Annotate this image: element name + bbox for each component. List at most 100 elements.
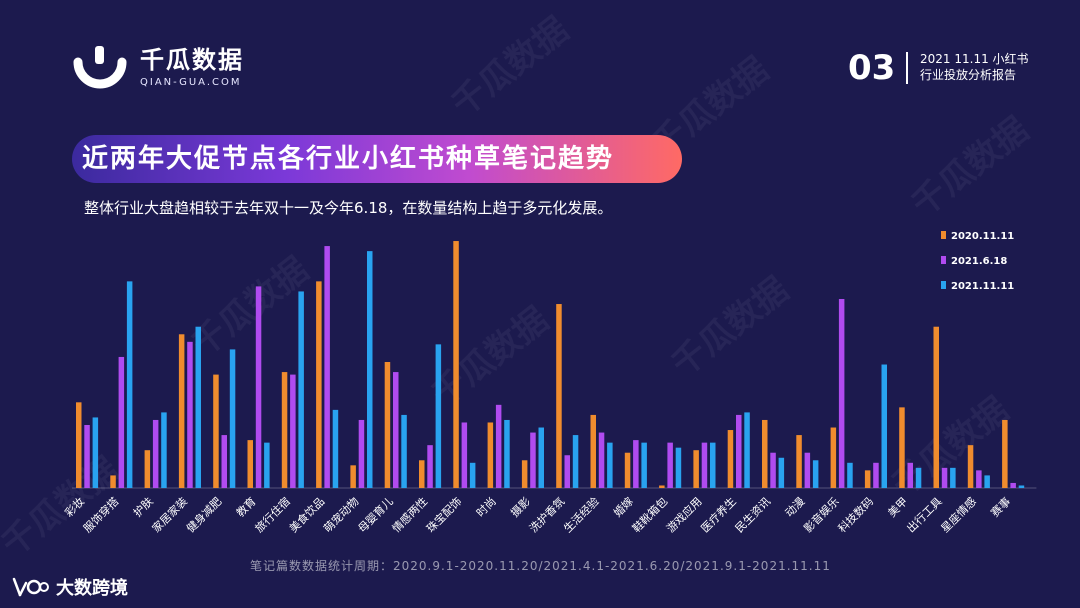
- x-tick-label: 星座情感: [938, 494, 979, 535]
- x-tick-label: 教育: [233, 494, 258, 519]
- bar-2021.6.18-洗护香氛: [564, 455, 570, 488]
- bar-2021.11.11-生活经验: [607, 442, 613, 488]
- bar-2021.6.18-旅行住宿: [290, 374, 296, 488]
- bar-2020.11.11-出行工具: [933, 326, 939, 488]
- bar-2021.11.11-情感两性: [435, 344, 442, 488]
- bar-2021.11.11-民生资讯: [778, 457, 785, 488]
- bar-2021.6.18-美食饮品: [324, 246, 330, 488]
- report-title: 2021 11.11 小红书 行业投放分析报告: [920, 51, 1029, 83]
- bar-2020.11.11-民生资讯: [762, 419, 768, 488]
- bar-2020.11.11-星座情感: [967, 445, 974, 488]
- bar-2021.6.18-生活经验: [598, 432, 605, 488]
- bar-2021.6.18-星座情感: [976, 470, 982, 488]
- bar-2021.11.11-旅行住宿: [298, 291, 304, 488]
- bar-2021.11.11-医疗养生: [744, 412, 750, 488]
- bar-2021.11.11-萌宠动物: [367, 251, 373, 488]
- data-period-footnote: 笔记篇数数据统计周期：2020.9.1-2020.11.20/2021.4.1-…: [250, 559, 831, 573]
- bar-2021.6.18-美甲: [907, 462, 913, 488]
- brand-name: 大数跨境: [56, 578, 128, 599]
- bar-2020.11.11-健身减肥: [213, 374, 219, 488]
- bar-2021.11.11-摄影: [538, 427, 544, 488]
- x-tick-label: 情感两性: [389, 494, 430, 535]
- x-tick-label: 婚嫁: [610, 494, 635, 519]
- page-title: 近两年大促节点各行业小红书种草笔记趋势: [82, 144, 615, 174]
- bar-2021.11.11-健身减肥: [229, 349, 236, 488]
- x-tick-label: 鞋靴箱包: [629, 494, 670, 535]
- x-tick-label: 家居家装: [149, 494, 190, 535]
- legend-swatch: [941, 231, 946, 239]
- logo: 千瓜数据 QIAN-GUA.COM: [72, 44, 244, 90]
- legend-swatch: [941, 281, 946, 289]
- bar-2020.11.11-鞋靴箱包: [659, 485, 665, 488]
- x-tick-label: 彩妆: [62, 495, 87, 520]
- bar-2021.11.11-赛事: [1018, 485, 1025, 488]
- x-tick-label: 科技数码: [835, 494, 876, 535]
- bar-2020.11.11-科技数码: [864, 470, 871, 488]
- bar-2021.6.18-时尚: [495, 404, 502, 488]
- bar-2020.11.11-婚嫁: [624, 452, 631, 488]
- x-tick-label: 生活经验: [561, 494, 602, 535]
- bar-2021.6.18-动漫: [804, 452, 811, 488]
- x-tick-label: 摄影: [508, 494, 533, 519]
- legend-swatch: [941, 256, 946, 264]
- logo-url: QIAN-GUA.COM: [140, 76, 242, 88]
- bar-2021.11.11-服饰穿搭: [126, 281, 133, 488]
- bar-2021.6.18-护肤: [152, 419, 159, 488]
- x-tick-label: 游戏应用: [664, 494, 705, 535]
- bar-2020.11.11-母婴育儿: [384, 362, 391, 488]
- logo-name: 千瓜数据: [140, 45, 244, 74]
- legend-label: 2021.11.11: [951, 281, 1014, 292]
- bar-2021.11.11-动漫: [812, 460, 819, 488]
- x-tick-label: 影音娱乐: [801, 494, 842, 535]
- bar-2021.11.11-护肤: [161, 412, 167, 488]
- bar-2021.11.11-珠宝配饰: [469, 462, 476, 488]
- bar-2021.11.11-科技数码: [881, 364, 887, 488]
- bar-2021.6.18-母婴育儿: [393, 372, 399, 488]
- bar-2020.11.11-生活经验: [590, 414, 596, 488]
- bar-2021.6.18-服饰穿搭: [118, 356, 125, 488]
- page-subtitle: 整体行业大盘趋相较于去年双十一及今年6.18，在数量结构上趋于多元化发展。: [84, 199, 613, 217]
- bar-2021.6.18-教育: [255, 286, 262, 488]
- bar-2021.6.18-摄影: [530, 432, 536, 488]
- bar-2021.11.11-美甲: [915, 467, 922, 488]
- x-tick-label: 护肤: [130, 494, 155, 519]
- title-banner: [72, 135, 682, 183]
- bar-2021.11.11-家居家装: [195, 326, 201, 488]
- bar-2020.11.11-影音娱乐: [830, 427, 837, 488]
- x-tick-label: 洗护香氛: [526, 494, 567, 535]
- x-tick-label: 出行工具: [904, 494, 945, 535]
- bar-2020.11.11-情感两性: [419, 460, 425, 488]
- x-tick-label: 健身减肥: [183, 494, 224, 535]
- bar-2020.11.11-教育: [247, 440, 253, 488]
- bar-2020.11.11-洗护香氛: [556, 304, 562, 488]
- bar-2020.11.11-彩妆: [76, 402, 82, 488]
- bar-2020.11.11-摄影: [521, 460, 528, 488]
- bar-2021.6.18-游戏应用: [701, 442, 708, 488]
- x-tick-label: 旅行住宿: [252, 494, 293, 535]
- report-title-line2: 行业投放分析报告: [920, 68, 1017, 82]
- page-number: 03: [848, 48, 896, 88]
- x-tick-label: 萌宠动物: [321, 494, 362, 535]
- bar-2020.11.11-珠宝配饰: [453, 241, 459, 488]
- bar-2020.11.11-游戏应用: [693, 450, 699, 488]
- x-tick-label: 美食饮品: [286, 494, 327, 535]
- bar-2021.6.18-鞋靴箱包: [667, 442, 673, 488]
- bar-2020.11.11-护肤: [144, 450, 151, 488]
- bar-2021.6.18-萌宠动物: [358, 419, 365, 488]
- x-tick-label: 母婴育儿: [355, 494, 396, 535]
- bar-2020.11.11-家居家装: [178, 334, 185, 488]
- bar-2021.11.11-影音娱乐: [847, 462, 853, 488]
- bar-2020.11.11-服饰穿搭: [110, 475, 116, 488]
- bar-2020.11.11-医疗养生: [727, 430, 734, 488]
- bar-2021.11.11-洗护香氛: [572, 435, 579, 488]
- legend-label: 2020.11.11: [951, 231, 1014, 242]
- bar-2021.6.18-彩妆: [84, 425, 90, 488]
- x-tick-label: 服饰穿搭: [80, 494, 121, 535]
- bar-2020.11.11-旅行住宿: [281, 372, 288, 488]
- x-tick-label: 时尚: [473, 494, 498, 519]
- header-divider: [906, 52, 908, 84]
- bar-2020.11.11-萌宠动物: [350, 465, 356, 488]
- bar-2021.6.18-出行工具: [941, 467, 948, 488]
- bar-2021.11.11-彩妆: [92, 417, 99, 488]
- bar-2020.11.11-动漫: [796, 435, 802, 488]
